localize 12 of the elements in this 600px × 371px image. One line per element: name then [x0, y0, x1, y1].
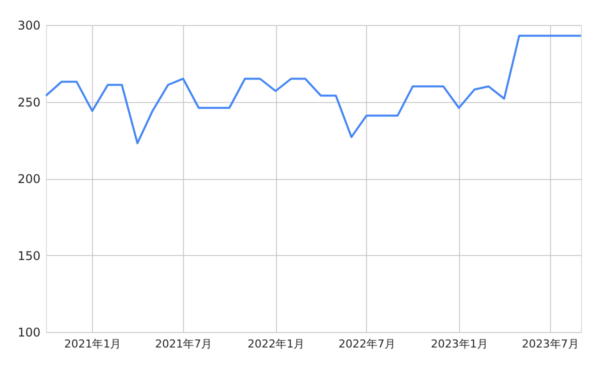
y-tick-label: 100 — [18, 326, 40, 340]
x-tick-label: 2021年7月 — [155, 338, 212, 350]
x-tick-label: 2023年1月 — [430, 338, 488, 350]
x-tick-label: 2021年1月 — [64, 338, 122, 350]
y-tick-label: 250 — [18, 95, 40, 110]
x-tick-label: 2022年7月 — [338, 338, 396, 350]
y-tick-label: 150 — [18, 248, 40, 263]
x-tick-label: 2023年7月 — [522, 338, 579, 350]
y-tick-label: 200 — [18, 172, 40, 186]
x-tick-label: 2022年1月 — [248, 338, 305, 350]
y-tick-label: 300 — [18, 18, 40, 32]
line-series — [45, 34, 582, 144]
